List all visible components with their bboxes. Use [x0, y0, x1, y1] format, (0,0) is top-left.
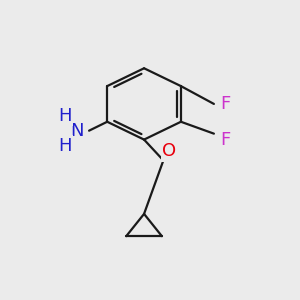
Text: N: N: [70, 122, 84, 140]
Text: F: F: [221, 95, 231, 113]
Text: H: H: [58, 107, 72, 125]
Text: H: H: [58, 136, 72, 154]
Text: O: O: [162, 142, 176, 160]
Text: F: F: [221, 130, 231, 148]
